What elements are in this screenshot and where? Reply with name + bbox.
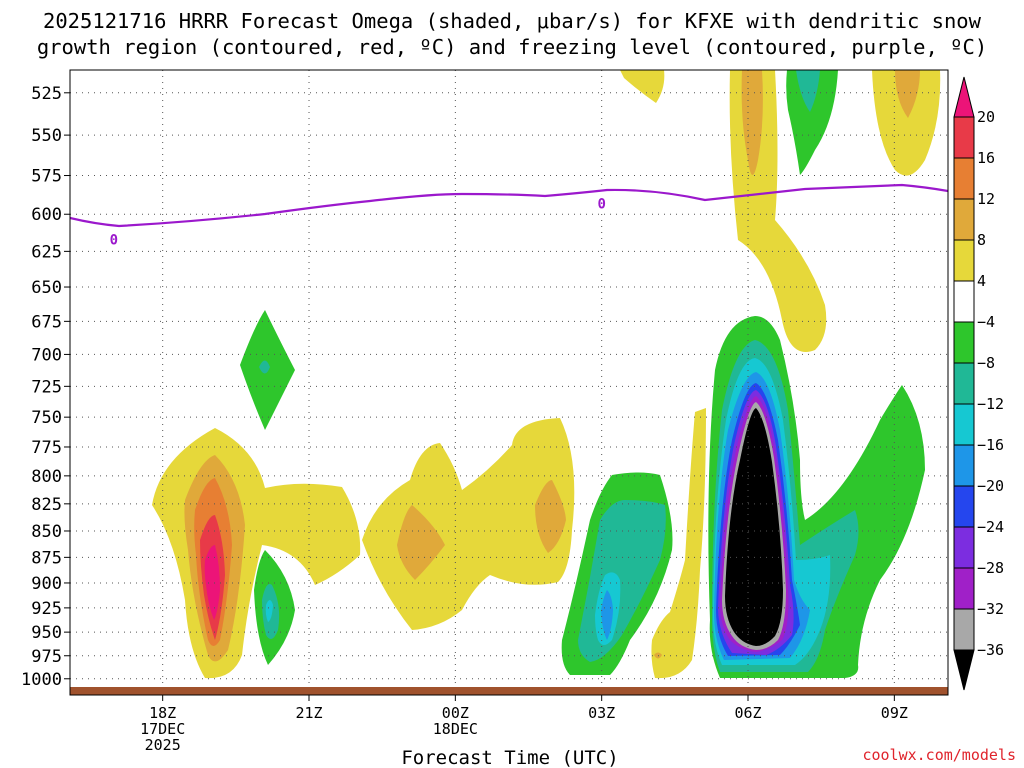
x-axis-title: Forecast Time (UTC) <box>401 747 618 768</box>
x-tick-label: 21Z <box>295 704 322 722</box>
colorbar-tick-label: −8 <box>977 354 995 372</box>
colorbar-segment <box>953 567 975 610</box>
colorbar-segment <box>953 403 975 446</box>
y-tick-label: 925 <box>31 599 62 619</box>
x-tick-label: 17DEC <box>140 720 185 738</box>
y-tick-label: 550 <box>31 126 62 146</box>
chart-title-line-1: 2025121716 HRRR Forecast Omega (shaded, … <box>43 9 982 33</box>
freezing-level-label-bg <box>596 195 607 210</box>
colorbar-segment <box>953 239 975 282</box>
y-tick-label: 525 <box>31 84 62 104</box>
grid-lines <box>70 70 948 695</box>
y-tick-label: 875 <box>31 548 62 568</box>
colorbar-segment <box>953 321 975 364</box>
omega-region-upper-orange-2 <box>895 70 920 118</box>
omega-region-upper-green <box>786 70 838 175</box>
y-tick-label: 675 <box>31 312 62 332</box>
x-tick-label: 2025 <box>145 736 181 754</box>
freezing-level-label-bg <box>108 231 119 246</box>
plot-frame <box>69 69 949 696</box>
y-tick-label: 750 <box>31 408 62 428</box>
colorbar-tick-label: −4 <box>977 313 995 331</box>
colorbar: 20 16 12 8 4 −4 −8 −12 −16 −20 −24 −28 −32 −36 <box>953 76 1004 691</box>
colorbar-tick-label: 16 <box>977 149 995 167</box>
colorbar-segment <box>953 444 975 487</box>
colorbar-tick-label: 8 <box>977 231 986 249</box>
colorbar-tick-label: −28 <box>977 559 1004 577</box>
colorbar-tick-label: 20 <box>977 108 995 126</box>
omega-shading <box>152 70 941 679</box>
y-tick-label: 700 <box>31 345 62 365</box>
freezing-level-label: 0 <box>110 233 118 249</box>
omega-region-left-magenta <box>204 545 220 620</box>
colorbar-tick-label: −16 <box>977 436 1004 454</box>
ground-surface <box>70 687 948 695</box>
omega-region-upper-yellow-1 <box>620 70 665 103</box>
x-tick-label: 18Z <box>149 704 176 722</box>
colorbar-tick-label: −20 <box>977 477 1004 495</box>
colorbar-segment <box>953 280 975 323</box>
colorbar-segment <box>953 608 975 651</box>
omega-region-upper-yellow-3 <box>872 70 941 176</box>
colorbar-segment <box>953 116 975 159</box>
y-tick-label: 800 <box>31 467 62 487</box>
y-tick-label: 600 <box>31 205 62 225</box>
y-tick-label: 725 <box>31 377 62 397</box>
chart-title-line-2: growth region (contoured, red, ºC) and f… <box>37 35 987 59</box>
omega-region-left-yellow <box>152 428 361 679</box>
omega-region-teal-blob-1 <box>259 360 270 374</box>
y-tick-label: 575 <box>31 167 62 187</box>
omega-region-upper-teal <box>796 70 820 112</box>
colorbar-segment <box>953 157 975 200</box>
freezing-level-label: 0 <box>597 197 605 213</box>
y-tick-label: 825 <box>31 495 62 515</box>
omega-region-right-black <box>725 408 783 646</box>
colorbar-tick-label: −32 <box>977 600 1004 618</box>
omega-region-blue-center-right <box>601 590 613 640</box>
colorbar-top-triangle <box>953 76 975 118</box>
y-tick-label: 1000 <box>21 670 62 690</box>
x-tick-label: 06Z <box>734 704 761 722</box>
y-tick-label: 975 <box>31 647 62 667</box>
omega-region-cyan-blob-2 <box>265 600 273 622</box>
x-tick-label: 03Z <box>588 704 615 722</box>
omega-region-right-yellow-1 <box>651 408 706 679</box>
colorbar-tick-label: −24 <box>977 518 1004 536</box>
source-credit: coolwx.com/models <box>862 746 1016 764</box>
omega-region-center-orange-2 <box>535 480 566 553</box>
y-tick-label: 950 <box>31 623 62 643</box>
colorbar-tick-label: 12 <box>977 190 995 208</box>
freezing-level-contour <box>70 183 948 228</box>
x-tick-label: 00Z <box>442 704 469 722</box>
y-tick-label: 850 <box>31 522 62 542</box>
omega-region-upper-orange <box>741 70 763 175</box>
y-tick-label: 650 <box>31 278 62 298</box>
colorbar-tick-label: −36 <box>977 641 1004 659</box>
x-tick-label: 09Z <box>881 704 908 722</box>
y-tick-label: 900 <box>31 574 62 594</box>
y-tick-label: 625 <box>31 242 62 262</box>
x-tick-label: 18DEC <box>433 720 478 738</box>
colorbar-segment <box>953 198 975 241</box>
colorbar-tick-label: 4 <box>977 272 986 290</box>
colorbar-bottom-triangle <box>953 649 975 691</box>
y-tick-label: 775 <box>31 438 62 458</box>
colorbar-segment <box>953 526 975 569</box>
y-axis: 525 550 575 600 625 650 675 700 725 750 775 800 825 8… <box>21 84 70 690</box>
colorbar-segment <box>953 485 975 528</box>
omega-region-center-orange-1 <box>397 505 445 580</box>
plot-area: 00 <box>70 70 948 695</box>
colorbar-segment <box>953 362 975 405</box>
colorbar-tick-label: −12 <box>977 395 1004 413</box>
